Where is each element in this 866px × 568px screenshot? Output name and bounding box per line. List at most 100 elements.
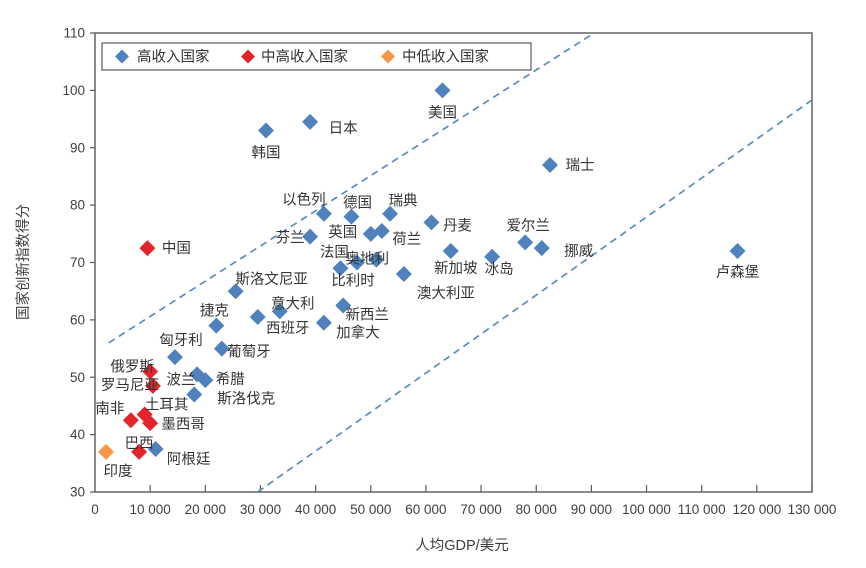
- country-label: 意大利: [271, 294, 315, 312]
- data-point: [142, 415, 159, 432]
- reference-dashed-line: [108, 33, 595, 344]
- country-label: 巴西: [125, 436, 154, 452]
- country-label: 美国: [428, 104, 457, 121]
- x-tick-label: 40 000: [295, 502, 336, 517]
- data-point: [517, 234, 534, 251]
- country-label: 希腊: [216, 371, 245, 388]
- reference-dashed-line: [257, 98, 812, 492]
- data-point: [315, 205, 332, 222]
- data-point: [213, 340, 230, 357]
- legend-label-lower-middle-income: 中低收入国家: [402, 49, 489, 66]
- country-label: 挪威: [564, 243, 593, 260]
- x-tick-label: 50 000: [350, 502, 391, 517]
- x-tick-label: 70 000: [460, 502, 501, 517]
- x-tick-label: 110 000: [678, 502, 726, 517]
- country-label: 法国: [320, 244, 349, 261]
- data-point: [729, 243, 746, 260]
- y-tick-label: 100: [62, 83, 85, 98]
- data-point: [315, 314, 332, 331]
- y-tick-label: 90: [70, 140, 85, 155]
- country-label: 德国: [343, 195, 372, 212]
- x-tick-label: 10 000: [130, 502, 171, 517]
- data-point: [348, 254, 365, 271]
- data-point: [542, 156, 559, 173]
- data-point: [257, 122, 274, 139]
- country-label: 荷兰: [392, 231, 421, 248]
- data-point: [302, 228, 319, 245]
- country-label: 新加坡: [434, 260, 478, 277]
- legend-label-high-income: 高收入国家: [137, 49, 210, 66]
- data-point: [533, 240, 550, 257]
- data-point: [227, 283, 244, 300]
- country-label: 新西兰: [345, 307, 389, 324]
- data-point: [144, 377, 161, 394]
- data-point: [131, 443, 148, 460]
- country-label: 西班牙: [266, 320, 310, 337]
- data-point: [139, 240, 156, 257]
- data-point: [343, 208, 360, 225]
- data-point: [382, 205, 399, 222]
- country-label: 南非: [95, 400, 124, 417]
- data-point: [186, 386, 203, 403]
- data-point: [249, 309, 266, 326]
- legend-label-upper-middle-income: 中高收入国家: [261, 49, 348, 66]
- country-label: 阿根廷: [167, 451, 211, 468]
- y-axis-title: 国家创新指数得分: [15, 204, 32, 320]
- legend-box: [101, 42, 532, 71]
- data-point: [442, 243, 459, 260]
- data-point: [197, 372, 214, 389]
- data-point: [142, 363, 159, 380]
- country-label: 捷克: [200, 303, 229, 320]
- data-point: [362, 225, 379, 242]
- country-label: 丹麦: [443, 217, 472, 234]
- country-label: 中国: [162, 240, 191, 257]
- country-label: 斯洛伐克: [217, 390, 275, 407]
- data-point: [147, 440, 164, 457]
- x-tick-label: 130 000: [788, 502, 837, 517]
- country-label: 瑞典: [389, 193, 418, 210]
- data-point: [423, 214, 440, 231]
- country-label: 卢森堡: [716, 264, 760, 281]
- data-point: [302, 113, 319, 130]
- country-label: 冰岛: [485, 261, 514, 278]
- data-point: [484, 248, 501, 265]
- legend: 高收入国家 中高收入国家 中低收入国家: [101, 42, 532, 71]
- data-point: [208, 317, 225, 334]
- country-label: 斯洛文尼亚: [235, 271, 308, 288]
- country-label: 韩国: [251, 145, 280, 162]
- upper-middle-income-diamond-icon: [241, 49, 255, 64]
- data-point: [122, 412, 139, 429]
- y-tick-label: 60: [70, 312, 85, 327]
- country-label: 奥地利: [346, 251, 390, 268]
- x-tick-label: 80 000: [516, 502, 557, 517]
- country-label: 爱尔兰: [506, 217, 550, 234]
- x-tick-label: 30 000: [240, 502, 281, 517]
- data-point: [332, 260, 349, 277]
- country-label: 瑞士: [566, 157, 595, 174]
- y-tick-label: 40: [70, 427, 85, 442]
- country-label: 日本: [329, 120, 358, 137]
- country-label: 英国: [328, 223, 357, 241]
- country-label: 印度: [104, 463, 133, 480]
- x-tick-label: 20 000: [185, 502, 226, 517]
- country-label: 罗马尼亚: [101, 377, 159, 394]
- high-income-diamond-icon: [115, 49, 129, 64]
- x-tick-label: 0: [91, 502, 99, 517]
- plot-area: 0 10 000 20 000 30 000 40 000 50 000 60 000 70 …: [62, 26, 836, 518]
- data-point: [434, 82, 451, 99]
- country-label: 葡萄牙: [227, 344, 271, 361]
- y-tick-label: 30: [70, 485, 85, 500]
- data-point: [395, 265, 412, 282]
- country-label: 以色列: [282, 192, 326, 209]
- x-axis-title: 人均GDP/美元: [415, 537, 508, 554]
- lower-middle-income-diamond-icon: [381, 49, 395, 64]
- y-tick-label: 110: [63, 26, 85, 41]
- country-label: 土耳其: [145, 397, 189, 414]
- x-tick-label: 90 000: [571, 502, 612, 517]
- country-label: 芬兰: [276, 230, 305, 247]
- country-label: 俄罗斯: [110, 359, 154, 376]
- x-tick-label: 60 000: [405, 502, 446, 517]
- data-point: [98, 443, 115, 460]
